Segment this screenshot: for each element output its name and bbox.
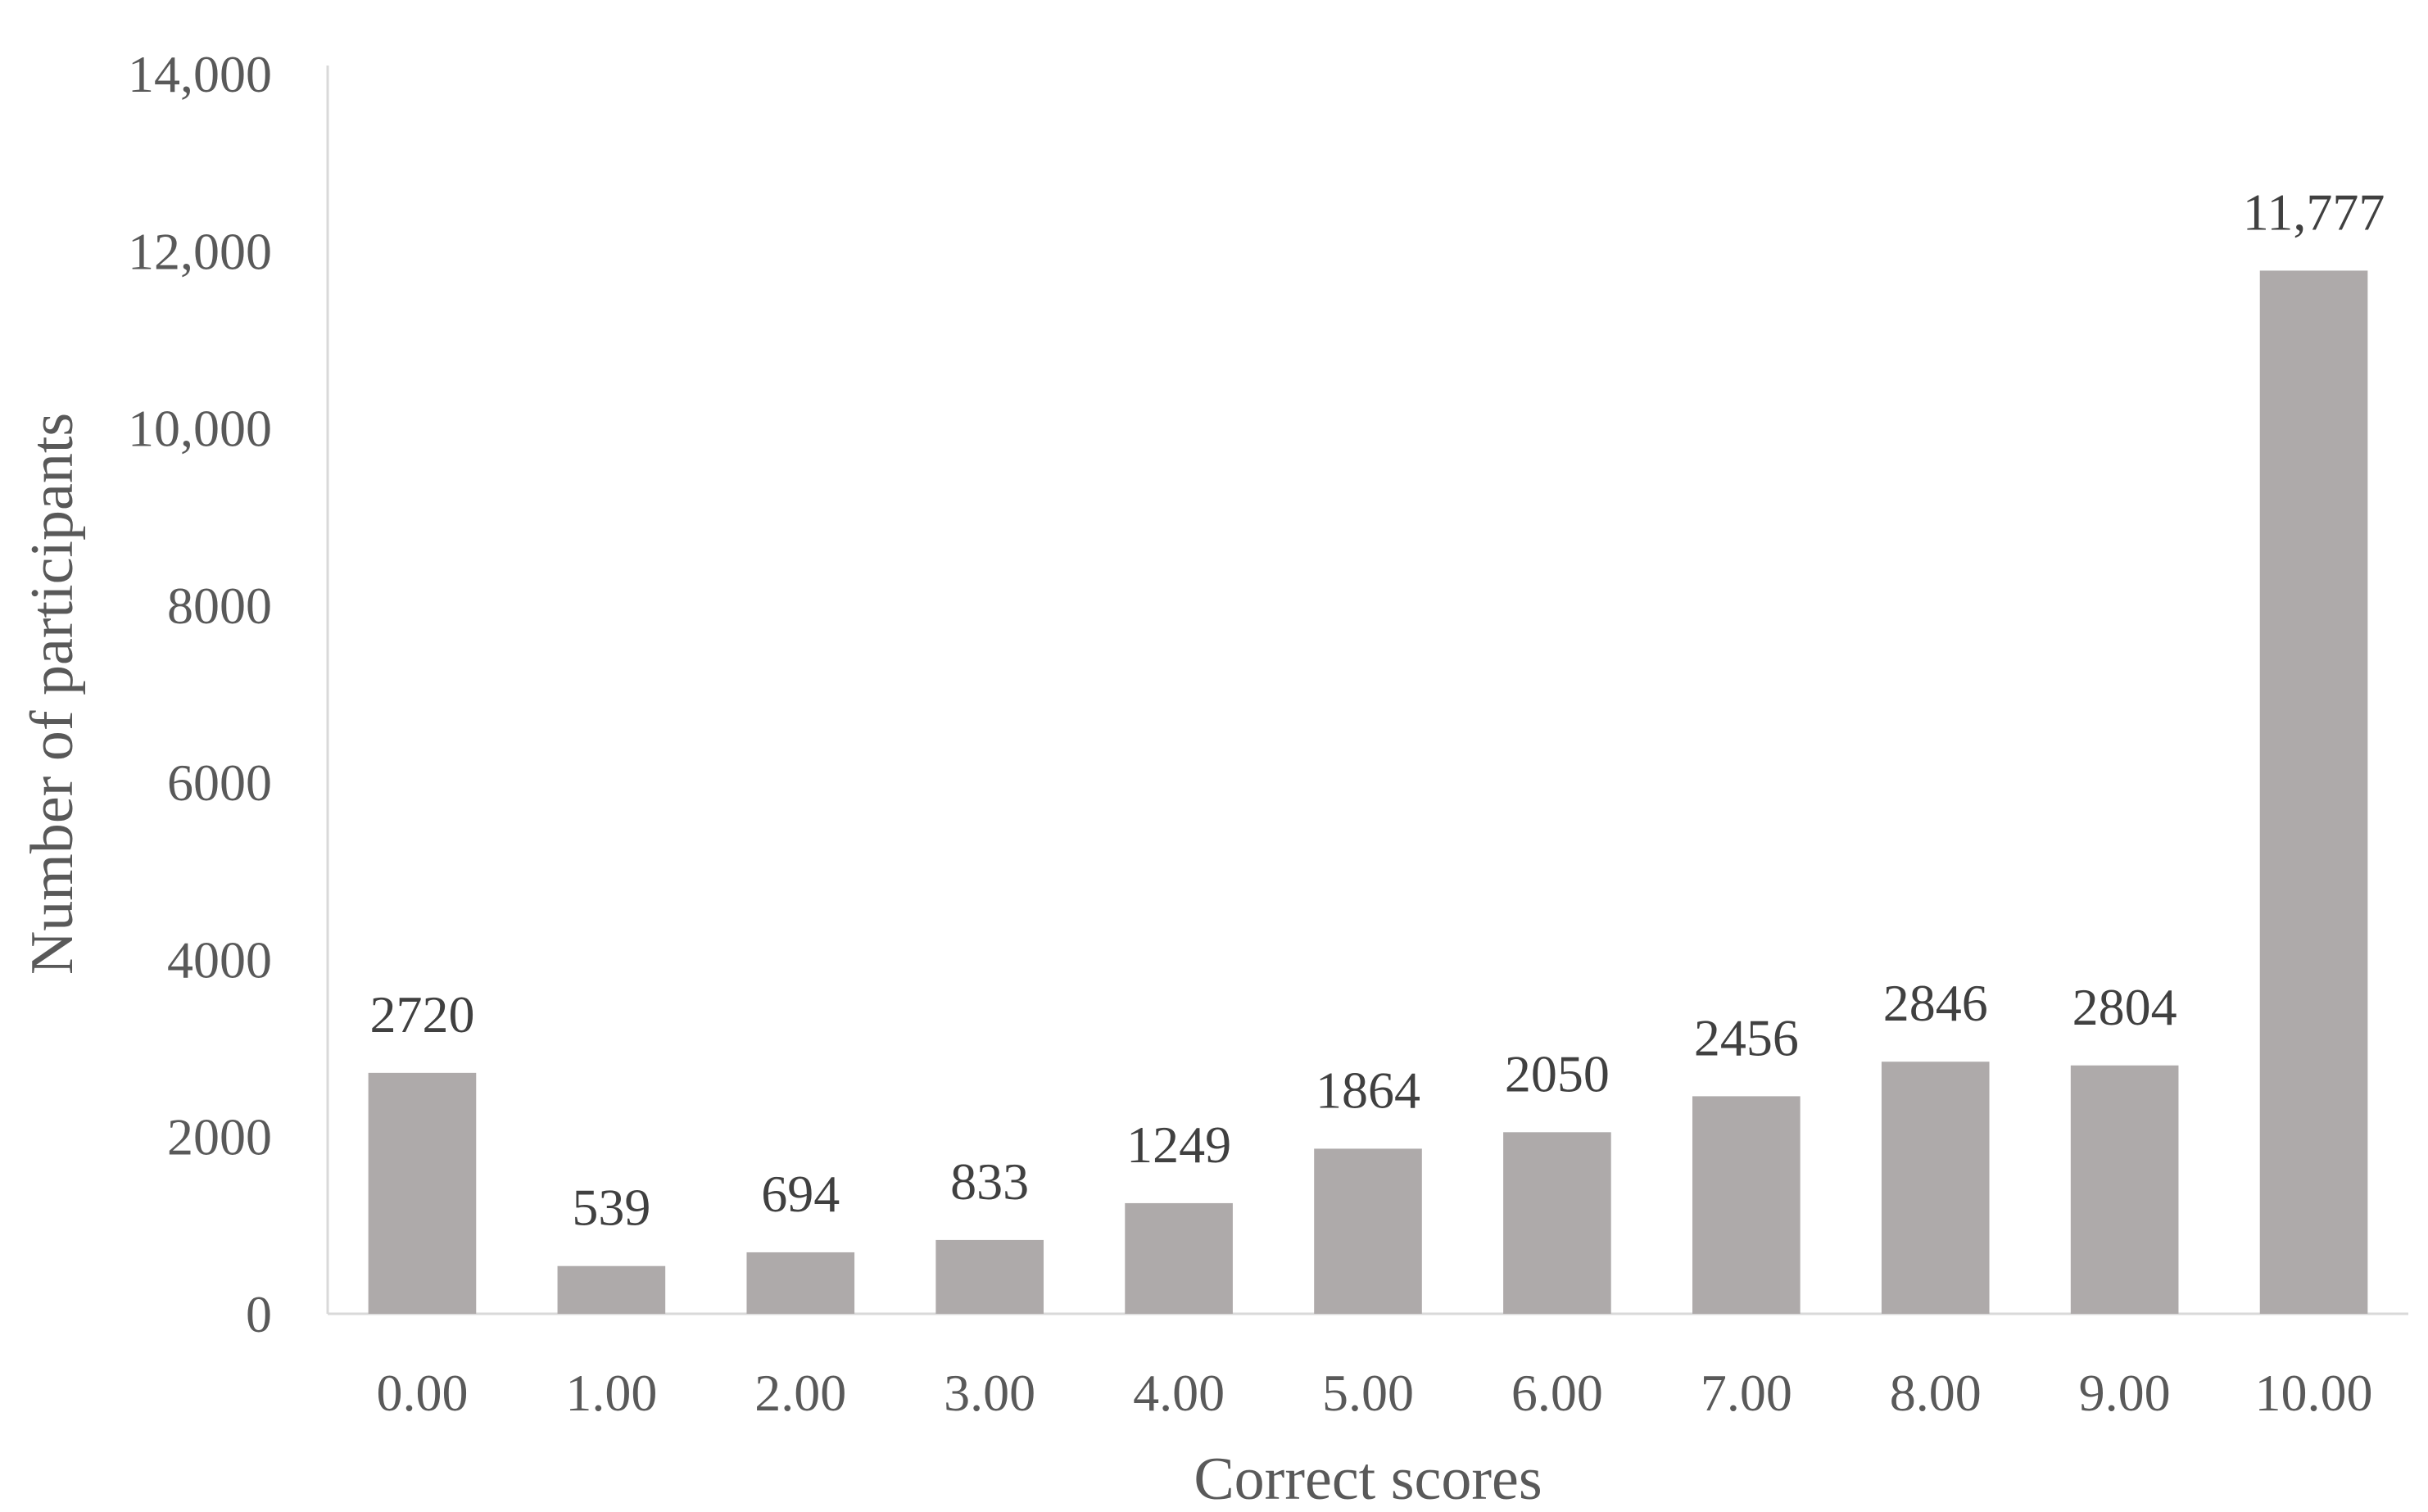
bar [2070, 1065, 2179, 1314]
x-tick-label: 0.00 [376, 1364, 468, 1422]
x-tick-label: 6.00 [1511, 1364, 1603, 1422]
x-axis-ticks: 0.00 1.00 2.00 3.00 4.00 5.00 6.00 7.00 8.00 9.00… [376, 1364, 2372, 1422]
y-tick-label: 10,000 [128, 400, 272, 458]
x-tick-label: 1.00 [565, 1364, 657, 1422]
y-tick-label: 6000 [167, 754, 272, 812]
bar-value-label: 2050 [1505, 1044, 1610, 1102]
bar-value-label: 1864 [1316, 1061, 1420, 1119]
x-tick-label: 10.00 [2255, 1364, 2373, 1422]
y-tick-label: 8000 [167, 577, 272, 635]
x-tick-label: 5.00 [1322, 1364, 1414, 1422]
x-axis-title: Correct scores [1194, 1446, 1542, 1512]
bar [1881, 1062, 1990, 1314]
y-axis-title: Number of participants [19, 413, 86, 975]
y-tick-label: 4000 [167, 930, 272, 989]
y-tick-label: 14,000 [128, 45, 272, 103]
x-tick-label: 9.00 [2079, 1364, 2171, 1422]
y-tick-label: 0 [246, 1285, 272, 1343]
bar [557, 1265, 666, 1314]
y-axis-ticks: 0 2000 4000 6000 8000 10,000 12,000 14,000 [128, 45, 272, 1343]
x-tick-label: 2.00 [754, 1364, 846, 1422]
bar [1692, 1096, 1801, 1314]
x-tick-label: 7.00 [1701, 1364, 1792, 1422]
bar-value-label: 1249 [1126, 1116, 1231, 1174]
x-tick-label: 8.00 [1890, 1364, 1982, 1422]
bar-value-label: 2720 [369, 985, 474, 1043]
bar-value-label: 833 [950, 1152, 1029, 1211]
x-tick-label: 3.00 [944, 1364, 1035, 1422]
y-tick-label: 12,000 [128, 222, 272, 280]
y-tick-label: 2000 [167, 1108, 272, 1166]
bar [1314, 1148, 1422, 1314]
bar-value-label: 2804 [2072, 978, 2177, 1036]
bar-value-label: 539 [572, 1179, 650, 1237]
bar [1125, 1202, 1233, 1314]
bar [746, 1252, 855, 1314]
bar [1503, 1132, 1611, 1314]
bars [368, 270, 2368, 1314]
data-labels: 2720 539 694 833 1249 1864 2050 2456 2846 2804 11,… [369, 183, 2385, 1236]
bar-value-label: 2846 [1883, 974, 1988, 1032]
bar [2259, 270, 2368, 1314]
bar [935, 1239, 1044, 1314]
x-tick-label: 4.00 [1133, 1364, 1225, 1422]
bar [368, 1072, 477, 1314]
bar-value-label: 694 [761, 1165, 840, 1223]
bar-value-label: 11,777 [2243, 183, 2385, 241]
bar-value-label: 2456 [1694, 1008, 1799, 1066]
